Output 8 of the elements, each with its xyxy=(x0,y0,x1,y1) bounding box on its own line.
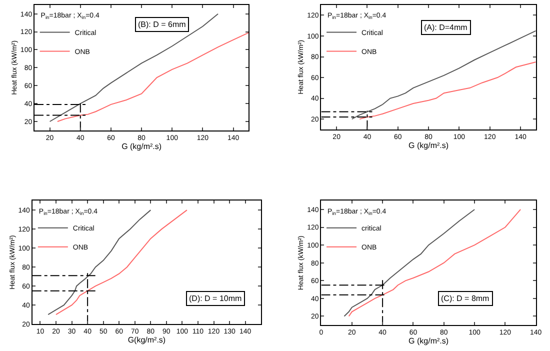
x-axis-title: G(kg/m².s) xyxy=(128,336,166,345)
x-axis-title: G (kg/m².s) xyxy=(122,142,162,151)
annotation: (C): D = 8mm xyxy=(441,294,490,303)
annotation: (A): D=4mm xyxy=(424,23,468,32)
annotation: (D): D = 10mm xyxy=(189,294,242,303)
annotation: (B): D = 6mm xyxy=(138,20,186,29)
x-axis-title: G (kg/m².s) xyxy=(408,140,449,150)
x-axis-title: G (kg/m².s) xyxy=(408,336,449,346)
